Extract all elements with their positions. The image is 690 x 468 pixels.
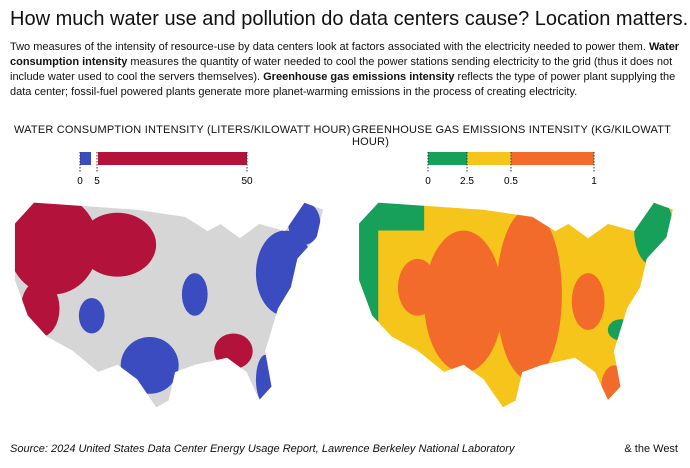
intro-text: measures the quantity of water needed to…: [10, 56, 673, 83]
legend-swatch: [428, 152, 467, 165]
emissions-map: [356, 200, 676, 410]
intro-text: Water consumption intensity: [10, 41, 680, 68]
legend-tick-label: 2.5: [460, 176, 474, 187]
intro: Two measures of the intensity of resourc…: [10, 40, 682, 100]
legend-swatch: [511, 152, 594, 165]
legend-swatch: [80, 152, 91, 165]
legend-tick-label: 0: [77, 176, 83, 187]
intro-text: Greenhouse gas emissions intensity: [263, 71, 455, 83]
legend-tick-label: 50: [241, 176, 253, 187]
legend-tick-label: 5: [94, 176, 100, 187]
intro-text: reflects the type of power plant supplyi…: [10, 71, 676, 98]
legend-swatch: [467, 152, 511, 165]
water-map: [12, 200, 326, 410]
intro-text: Two measures of the intensity of resourc…: [10, 41, 649, 53]
legend-tick-label: 0.5: [504, 176, 518, 187]
title: How much water use and pollution do data…: [10, 8, 689, 30]
legend-tick-label: 1: [591, 176, 597, 187]
legend-swatch: [98, 152, 247, 165]
legend-tick-label: 0: [425, 176, 431, 187]
panel-title: WATER CONSUMPTION INTENSITY (LITERS/KILO…: [14, 124, 351, 136]
source: Source: 2024 United States Data Center E…: [10, 443, 515, 455]
panel-title: GREENHOUSE GAS EMISSIONS INTENSITY (KG/K…: [352, 124, 671, 148]
credit: & the West: [624, 443, 678, 455]
